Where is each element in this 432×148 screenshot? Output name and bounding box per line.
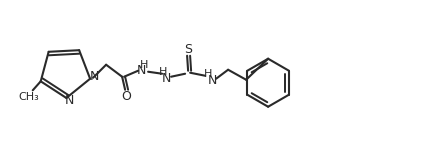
Text: CH₃: CH₃ [18,92,39,102]
Text: N: N [207,74,217,87]
Text: N: N [89,70,99,83]
Text: N: N [137,64,146,77]
Text: H: H [140,60,148,70]
Text: N: N [65,94,74,107]
Text: S: S [184,43,192,56]
Text: H: H [204,69,212,79]
Text: O: O [121,90,131,103]
Text: H: H [159,67,167,77]
Text: N: N [162,72,171,85]
